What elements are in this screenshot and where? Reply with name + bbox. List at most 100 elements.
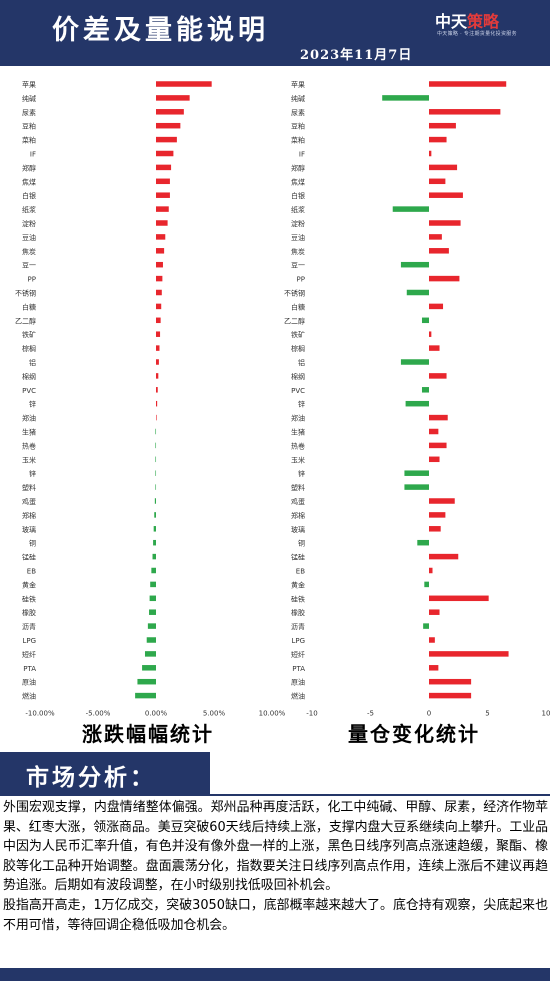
brand-logo: 中天策略 (435, 8, 499, 32)
brand-logo-subtext: 中天策略 · 专注期货量化投资服务 (437, 31, 517, 37)
volume-bar (382, 95, 429, 101)
volume-category-label: 硅铁 (291, 594, 305, 603)
price-bar (156, 289, 162, 296)
price-category-label: PTA (23, 665, 36, 673)
price-category-label: 铝 (29, 358, 36, 367)
price-category-label: 锌 (29, 469, 36, 478)
price-bar (147, 623, 156, 629)
volume-bar (400, 261, 429, 268)
volume-category-label: 玻璃 (291, 525, 305, 534)
price-change-chart-title: 涨跌幅幅统计 (82, 722, 214, 746)
volume-category-label: 铝 (298, 358, 305, 367)
volume-category-label: 玉米 (291, 455, 305, 464)
volume-category-label: 锌 (298, 400, 305, 409)
price-category-label: 不锈钢 (15, 289, 36, 298)
volume-category-label: 锌 (298, 469, 305, 478)
price-category-label: 生猪 (22, 428, 36, 437)
logo-text-a: 中天 (435, 12, 468, 31)
analysis-section-tab: 市场分析： (0, 752, 210, 794)
analysis-paragraph: 股指高开高走，1万亿成交，突破3050缺口，底部概率越来越大了。底仓持有观察，尖… (3, 897, 548, 933)
price-bar (155, 470, 157, 476)
volume-change-chart-title: 量仓变化统计 (348, 722, 480, 746)
price-bar (156, 359, 159, 365)
volume-bar (429, 220, 461, 226)
price-category-label: 玻璃 (22, 525, 36, 534)
volume-category-label: 生猪 (291, 428, 305, 437)
price-tick-label: 10.00% (259, 710, 286, 718)
price-category-label: 热卷 (22, 441, 36, 450)
price-bar (154, 512, 156, 518)
volume-category-label: LPG (291, 637, 305, 645)
price-bar (155, 428, 157, 435)
volume-bar (405, 400, 429, 407)
price-bar (142, 665, 156, 671)
volume-bar (429, 234, 442, 240)
volume-bar (429, 651, 509, 657)
report-date: 2023年11月7日 (300, 48, 413, 63)
volume-category-label: 纸浆 (291, 205, 305, 214)
section-divider (0, 794, 550, 796)
volume-bar (423, 623, 429, 629)
volume-category-label: 焦炭 (291, 247, 305, 256)
price-bar (156, 234, 166, 240)
volume-bar (429, 428, 439, 435)
price-bar (156, 261, 163, 268)
volume-bar (429, 178, 446, 185)
volume-category-label: 淀粉 (291, 219, 305, 228)
price-bar (155, 484, 157, 490)
price-bar (153, 539, 156, 546)
price-bar (153, 526, 156, 532)
price-category-label: PP (28, 276, 36, 284)
volume-bar (429, 303, 444, 310)
price-bar (156, 178, 170, 185)
price-category-label: 豆粕 (22, 122, 36, 131)
price-category-label: 棕榈 (22, 344, 36, 353)
price-bar (156, 345, 160, 351)
volume-category-label: 焦煤 (291, 177, 305, 186)
price-bar (156, 206, 169, 212)
volume-bar (404, 470, 429, 476)
price-bar (156, 164, 172, 171)
price-category-label: 锌 (29, 400, 36, 409)
volume-category-label: IF (299, 151, 305, 159)
volume-category-label: 热卷 (291, 441, 305, 450)
volume-category-label: 郑醇 (291, 163, 305, 172)
volume-category-label: 郑棉 (291, 511, 305, 520)
price-bar (156, 400, 158, 407)
volume-bar (429, 81, 507, 87)
volume-bar (429, 164, 458, 171)
price-category-label: 黄金 (22, 580, 36, 589)
volume-bar (429, 122, 456, 129)
volume-category-label: EB (296, 568, 305, 576)
price-bar (135, 692, 156, 699)
price-category-label: 短纤 (22, 650, 36, 659)
price-tick-label: 0.00% (145, 710, 168, 718)
volume-bar (429, 442, 447, 449)
price-category-label: 苹果 (22, 80, 36, 89)
price-category-label: 棉纲 (22, 372, 36, 381)
volume-category-label: 橡胶 (291, 608, 305, 617)
price-category-label: 橡胶 (22, 608, 36, 617)
volume-bar (429, 637, 435, 643)
volume-category-label: 铁矿 (291, 330, 305, 339)
volume-category-label: PP (297, 276, 305, 284)
price-category-label: 塑料 (22, 483, 36, 492)
price-bar (149, 595, 156, 602)
volume-bar (429, 275, 460, 282)
price-category-label: 燃油 (22, 692, 36, 701)
volume-category-label: 塑料 (291, 483, 305, 492)
volume-bar (429, 456, 440, 463)
price-category-label: 铜 (29, 539, 36, 548)
volume-bar (429, 373, 447, 379)
volume-category-label: 苹果 (291, 80, 305, 89)
volume-bar (429, 192, 463, 198)
volume-category-label: 尿素 (291, 108, 305, 117)
volume-bar (429, 414, 448, 421)
price-bar (155, 442, 157, 449)
volume-tick-label: 10 (542, 710, 550, 718)
price-category-label: PVC (22, 387, 36, 395)
price-bar (150, 581, 156, 588)
volume-category-label: 白银 (291, 191, 305, 200)
volume-category-label: 豆一 (291, 262, 305, 270)
